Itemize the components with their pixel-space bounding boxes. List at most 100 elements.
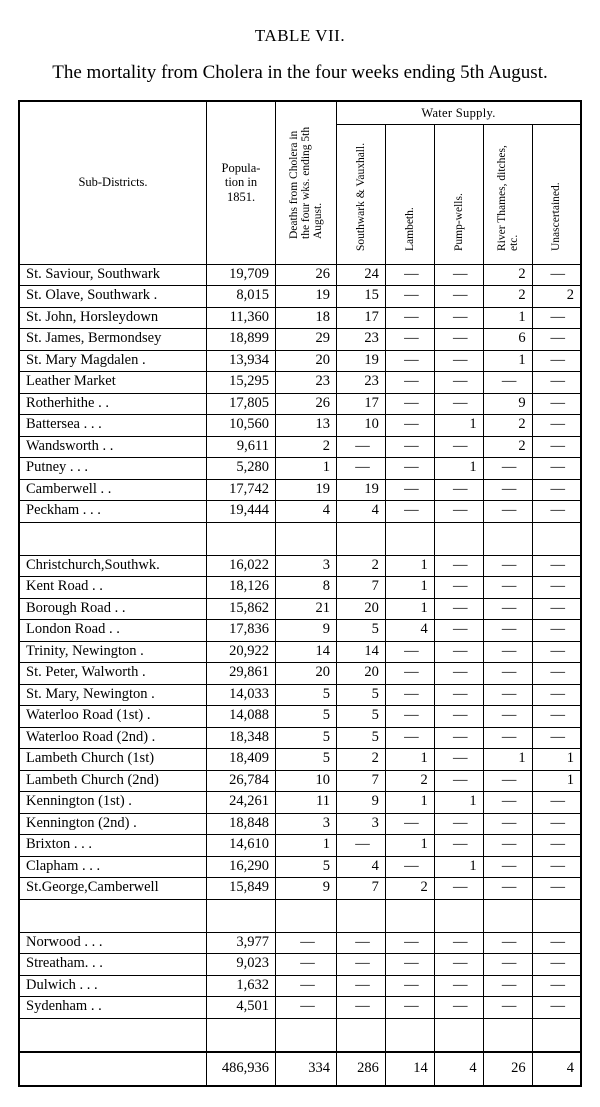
cell-value: 1 [532, 749, 581, 771]
cell-value: 10,560 [207, 415, 276, 437]
cell-value: — [385, 393, 434, 415]
district-name: St. Mary, Newington . [19, 684, 207, 706]
cell-value: 2 [276, 436, 337, 458]
cell-value: — [434, 620, 483, 642]
cell-value: — [385, 932, 434, 954]
cell-value: — [434, 577, 483, 599]
cell-value: 486,936 [207, 1052, 276, 1087]
table-row: London Road . .17,836954——— [19, 620, 581, 642]
cell-value: — [532, 878, 581, 900]
cell-value: 5,280 [207, 458, 276, 480]
cell-value: — [532, 835, 581, 857]
cell-value: — [483, 684, 532, 706]
cell-value: — [532, 458, 581, 480]
col-river-thames: River Thames, ditches, etc. [483, 124, 532, 264]
cell-value: — [385, 458, 434, 480]
cell-value: — [532, 436, 581, 458]
cell-value: — [483, 577, 532, 599]
col-deaths: Deaths from Cholera in the four wks. end… [276, 101, 337, 265]
cell-value: — [385, 264, 434, 286]
cell-value: — [385, 286, 434, 308]
cell-value: 1 [385, 555, 434, 577]
cell-value: — [532, 813, 581, 835]
cell-value: 9,611 [207, 436, 276, 458]
cell-value: — [434, 997, 483, 1019]
cell-value: 9 [276, 878, 337, 900]
district-name: Clapham . . . [19, 856, 207, 878]
cell-value: 1,632 [207, 975, 276, 997]
cell-value: 14 [385, 1052, 434, 1087]
cell-value: — [483, 663, 532, 685]
district-name: Brixton . . . [19, 835, 207, 857]
district-name: London Road . . [19, 620, 207, 642]
cell-value: 5 [337, 727, 386, 749]
col-group-water-supply: Water Supply. [337, 101, 582, 125]
cell-value: 19 [337, 350, 386, 372]
cell-value: — [434, 932, 483, 954]
table-row: Camberwell . .17,7421919———— [19, 479, 581, 501]
cell-value: 23 [337, 372, 386, 394]
cell-value: 18,409 [207, 749, 276, 771]
cell-value: — [385, 329, 434, 351]
cell-value: 26,784 [207, 770, 276, 792]
cell-value: 3 [276, 555, 337, 577]
cell-value: 18,848 [207, 813, 276, 835]
cell-value: — [385, 727, 434, 749]
cholera-mortality-table: Sub-Districts. Popula- tion in 1851. Dea… [18, 100, 582, 1088]
cell-value: 9 [483, 393, 532, 415]
cell-value: — [385, 684, 434, 706]
cell-value: 4 [532, 1052, 581, 1087]
cell-value: — [385, 436, 434, 458]
col-southwark-vauxhall: Southwark & Vauxhall. [337, 124, 386, 264]
cell-value: — [532, 415, 581, 437]
cell-value: 6 [483, 329, 532, 351]
cell-value: 5 [337, 684, 386, 706]
cell-value: — [532, 372, 581, 394]
cell-value: 4 [337, 856, 386, 878]
cell-value: — [483, 620, 532, 642]
cell-value: 5 [337, 620, 386, 642]
table-row: St. Mary, Newington .14,03355———— [19, 684, 581, 706]
cell-value: 3 [337, 813, 386, 835]
col-lambeth: Lambeth. [385, 124, 434, 264]
cell-value: 26 [276, 393, 337, 415]
table-row: St. James, Bermondsey18,8992923——6— [19, 329, 581, 351]
cell-value: 3 [276, 813, 337, 835]
cell-value: 1 [434, 792, 483, 814]
cell-value: 1 [385, 792, 434, 814]
table-row: St. Mary Magdalen .13,9342019——1— [19, 350, 581, 372]
table-row: St. John, Horsleydown11,3601817——1— [19, 307, 581, 329]
cell-value: 14 [337, 641, 386, 663]
cell-value: 20,922 [207, 641, 276, 663]
cell-value: — [483, 975, 532, 997]
cell-value: 2 [385, 878, 434, 900]
cell-value: 3,977 [207, 932, 276, 954]
cell-value: 20 [337, 598, 386, 620]
cell-value: 13,934 [207, 350, 276, 372]
table-row: St. Peter, Walworth .29,8612020———— [19, 663, 581, 685]
cell-value: — [385, 997, 434, 1019]
cell-value: — [434, 479, 483, 501]
table-row: Leather Market15,2952323———— [19, 372, 581, 394]
cell-value: — [434, 350, 483, 372]
cell-value: 1 [483, 749, 532, 771]
cell-value: — [532, 932, 581, 954]
cell-value: 4 [385, 620, 434, 642]
cell-value: 1 [434, 458, 483, 480]
cell-value: — [532, 329, 581, 351]
district-name: Sydenham . . [19, 997, 207, 1019]
cell-value: 5 [276, 856, 337, 878]
cell-value: 24,261 [207, 792, 276, 814]
cell-value: — [434, 975, 483, 997]
district-name: St. James, Bermondsey [19, 329, 207, 351]
cell-value: — [483, 598, 532, 620]
cell-value: — [483, 856, 532, 878]
cell-value: 7 [337, 878, 386, 900]
cell-value: — [276, 954, 337, 976]
district-name: Rotherhithe . . [19, 393, 207, 415]
table-row: Dulwich . . .1,632—————— [19, 975, 581, 997]
cell-value: 4 [337, 501, 386, 523]
cell-value: 20 [276, 663, 337, 685]
group-spacer [19, 522, 581, 555]
cell-value: — [337, 975, 386, 997]
